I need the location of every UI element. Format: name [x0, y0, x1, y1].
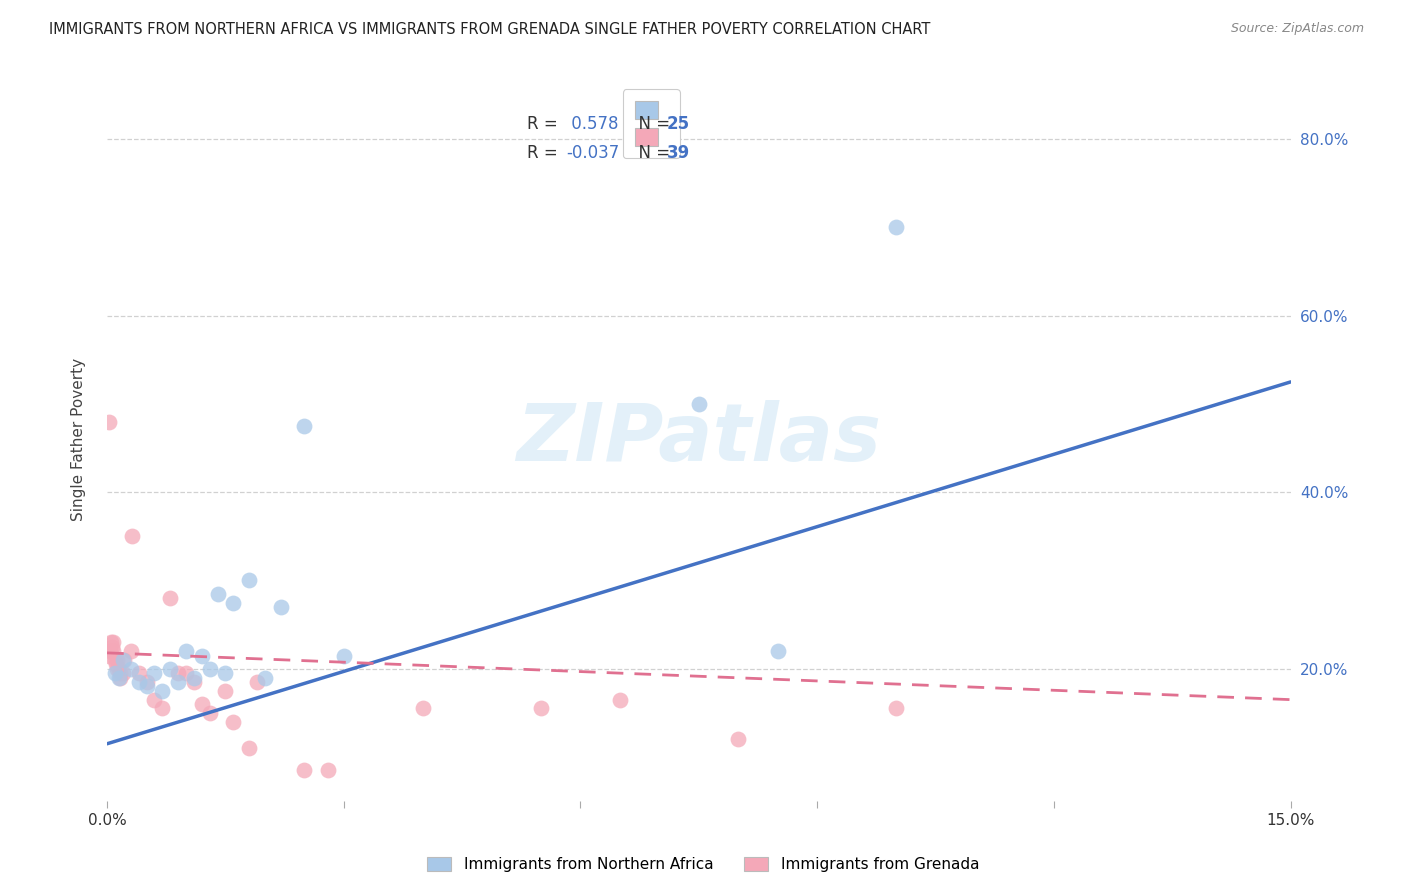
- Point: [222, 596, 245, 610]
- Point: [101, 640, 124, 654]
- Point: [111, 666, 134, 681]
- Text: IMMIGRANTS FROM NORTHERN AFRICA VS IMMIGRANTS FROM GRENADA SINGLE FATHER POVERTY: IMMIGRANTS FROM NORTHERN AFRICA VS IMMIG…: [49, 22, 931, 37]
- Text: N =: N =: [628, 115, 675, 134]
- Legend: Immigrants from Northern Africa, Immigrants from Grenada: Immigrants from Northern Africa, Immigra…: [419, 849, 987, 880]
- Point: [103, 644, 125, 658]
- Point: [190, 648, 212, 663]
- Text: R =: R =: [527, 115, 564, 134]
- Point: [183, 671, 205, 685]
- Legend: , : ,: [623, 89, 681, 159]
- Point: [412, 701, 434, 715]
- Point: [120, 662, 142, 676]
- Point: [198, 706, 221, 720]
- Point: [727, 732, 749, 747]
- Point: [121, 529, 143, 543]
- Point: [104, 653, 127, 667]
- Point: [105, 662, 128, 676]
- Point: [135, 680, 157, 694]
- Point: [100, 635, 122, 649]
- Point: [246, 675, 269, 690]
- Text: 0.578: 0.578: [567, 115, 619, 134]
- Point: [174, 644, 197, 658]
- Point: [120, 644, 142, 658]
- Point: [238, 574, 260, 588]
- Point: [292, 764, 315, 778]
- Point: [190, 697, 212, 711]
- Point: [135, 675, 157, 690]
- Point: [609, 692, 631, 706]
- Point: [98, 644, 121, 658]
- Point: [150, 683, 173, 698]
- Text: 25: 25: [666, 115, 690, 134]
- Point: [884, 701, 907, 715]
- Point: [108, 662, 131, 676]
- Point: [766, 644, 789, 658]
- Text: R =: R =: [527, 145, 564, 162]
- Point: [174, 666, 197, 681]
- Text: Source: ZipAtlas.com: Source: ZipAtlas.com: [1230, 22, 1364, 36]
- Point: [530, 701, 553, 715]
- Text: ZIPatlas: ZIPatlas: [516, 401, 882, 478]
- Point: [167, 666, 190, 681]
- Point: [238, 741, 260, 756]
- Point: [128, 675, 150, 690]
- Point: [316, 764, 339, 778]
- Point: [292, 419, 315, 434]
- Point: [97, 415, 120, 429]
- Point: [688, 397, 710, 411]
- Point: [183, 675, 205, 690]
- Point: [128, 666, 150, 681]
- Point: [114, 653, 136, 667]
- Point: [207, 587, 229, 601]
- Point: [104, 657, 127, 672]
- Point: [108, 671, 131, 685]
- Text: N =: N =: [628, 145, 675, 162]
- Text: -0.037: -0.037: [567, 145, 620, 162]
- Point: [108, 671, 131, 685]
- Point: [159, 591, 181, 606]
- Point: [110, 666, 132, 681]
- Point: [198, 662, 221, 676]
- Point: [104, 666, 127, 681]
- Point: [150, 701, 173, 715]
- Point: [333, 648, 356, 663]
- Point: [884, 220, 907, 235]
- Y-axis label: Single Father Poverty: Single Father Poverty: [72, 358, 86, 521]
- Point: [222, 714, 245, 729]
- Point: [253, 671, 276, 685]
- Point: [143, 666, 166, 681]
- Point: [270, 599, 292, 614]
- Point: [159, 662, 181, 676]
- Point: [105, 653, 128, 667]
- Point: [98, 648, 121, 663]
- Point: [214, 666, 236, 681]
- Point: [101, 635, 124, 649]
- Point: [143, 692, 166, 706]
- Point: [214, 683, 236, 698]
- Text: 39: 39: [666, 145, 690, 162]
- Point: [167, 675, 190, 690]
- Point: [111, 653, 134, 667]
